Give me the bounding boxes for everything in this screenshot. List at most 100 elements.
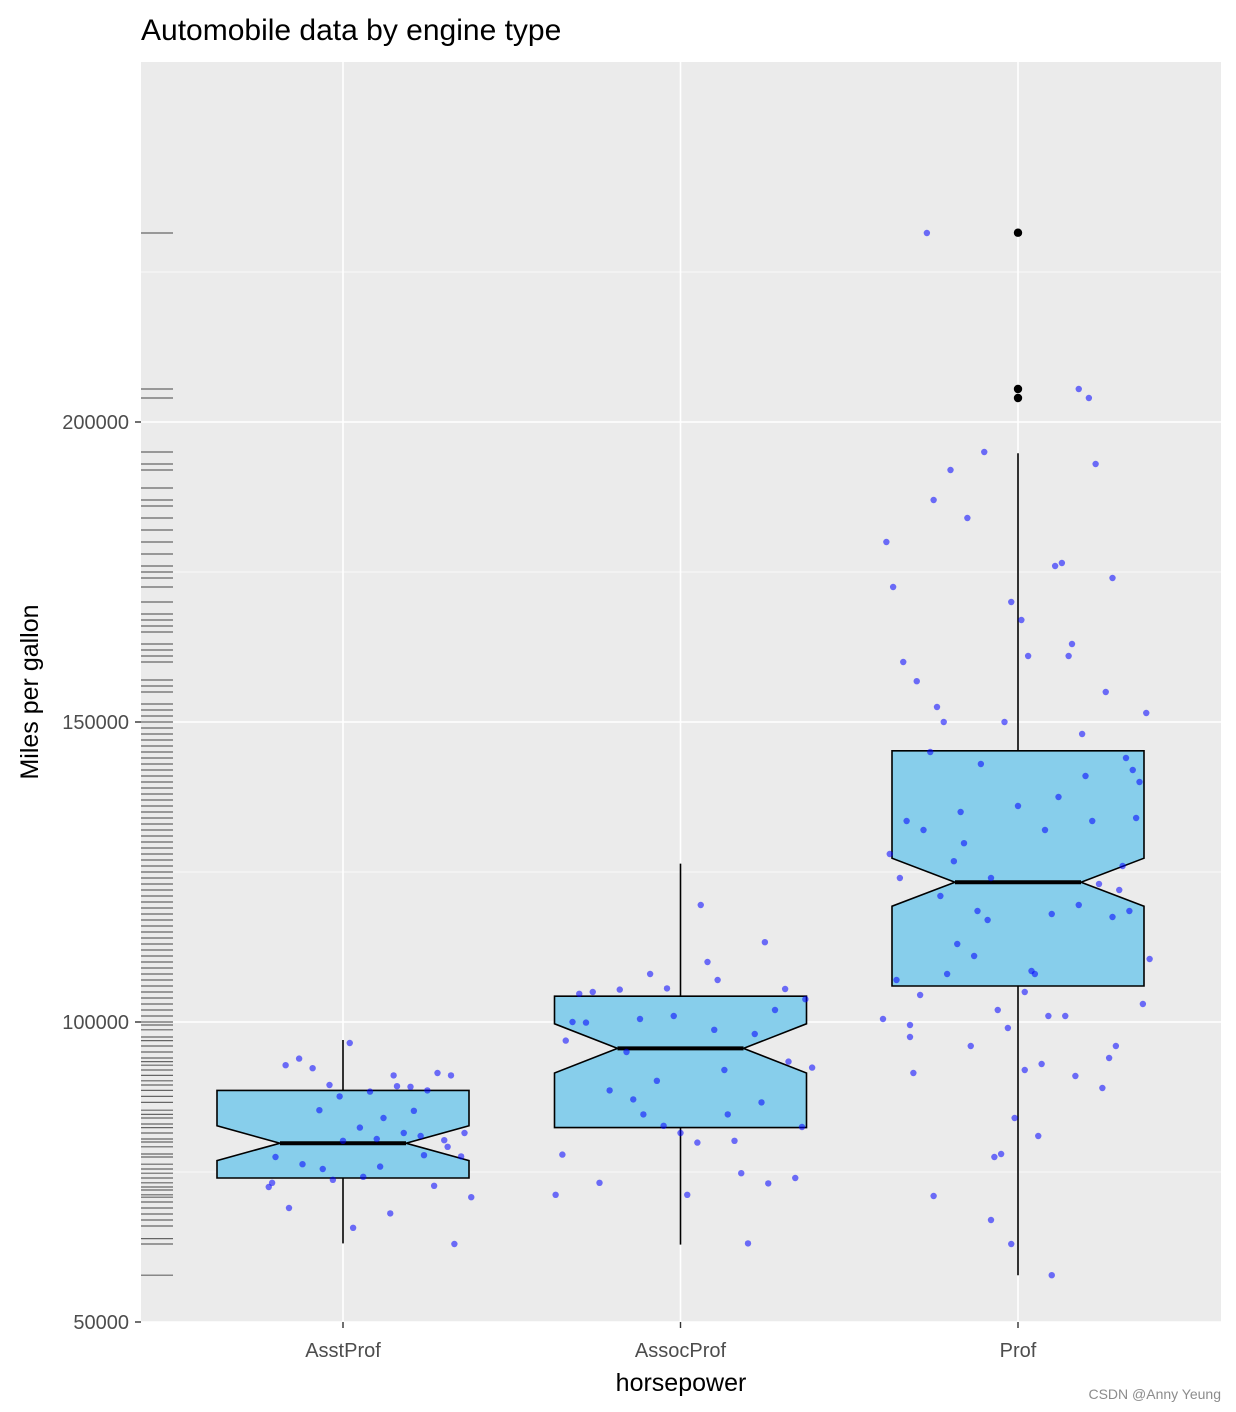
jitter-point <box>896 874 904 882</box>
outlier-points <box>1013 228 1023 403</box>
jitter-point <box>285 1204 293 1212</box>
jitter-point <box>694 1139 701 1146</box>
jitter-point <box>1058 559 1066 567</box>
jitter-point <box>1136 778 1143 786</box>
jitter-point <box>889 583 897 591</box>
jitter-point <box>1072 1072 1079 1080</box>
jitter-point <box>984 916 991 924</box>
jitter-point <box>444 1143 451 1151</box>
jitter-point <box>1008 598 1015 606</box>
outlier-point <box>1013 228 1023 237</box>
x-tick-label: AssocProf <box>635 1340 727 1362</box>
outlier-point <box>1013 384 1023 394</box>
jitter-point <box>1109 913 1116 921</box>
jitter-point <box>576 990 583 997</box>
notched-box <box>891 749 1145 987</box>
jitter-point <box>1028 967 1035 975</box>
jitter-point <box>977 760 985 768</box>
jitter-point <box>704 958 711 966</box>
jitter-point <box>272 1153 279 1161</box>
jitter-point <box>1146 955 1153 963</box>
jitter-point <box>407 1083 414 1091</box>
jitter-point <box>798 1123 806 1131</box>
y-axis-title: Miles per gallon <box>16 604 44 779</box>
jitter-point <box>947 466 954 474</box>
jitter-point <box>1048 1272 1055 1279</box>
jitter-point <box>1119 862 1126 870</box>
jitter-point <box>420 1152 428 1159</box>
jitter-point <box>468 1194 475 1201</box>
y-tick-label: 100000 <box>62 1012 129 1034</box>
axes: 50000 100000 150000 200000 AsstProf AssocProf… <box>62 412 1037 1362</box>
x-axis-title: horsepower <box>616 1369 747 1397</box>
jitter-point <box>589 988 596 996</box>
jitter-point <box>781 985 789 993</box>
jitter-point <box>1062 1012 1069 1020</box>
jitter-point <box>373 1135 380 1143</box>
jitter-point <box>660 1122 667 1130</box>
watermark: CSDN @Anny Yeung <box>1088 1386 1221 1402</box>
jitter-point <box>326 1081 333 1089</box>
y-tick-label: 50000 <box>73 1312 129 1334</box>
jitter-point <box>802 996 809 1003</box>
jitter-point <box>623 1048 630 1056</box>
jitter-point <box>920 826 927 834</box>
jitter-point <box>997 1150 1005 1158</box>
jitter-point <box>1021 988 1028 996</box>
jitter-point <box>309 1065 316 1072</box>
jitter-point <box>684 1191 691 1199</box>
jitter-point <box>1008 1240 1015 1248</box>
jitter-point <box>329 1176 337 1184</box>
jitter-point <box>943 970 951 978</box>
jitter-point <box>1075 385 1082 393</box>
jitter-point <box>1038 1060 1045 1068</box>
jitter-point <box>451 1240 458 1248</box>
jitter-point <box>1143 709 1150 717</box>
jitter-point <box>792 1174 799 1182</box>
jitter-point <box>970 952 978 960</box>
jitter-point <box>366 1088 374 1095</box>
jitter-point <box>731 1137 738 1145</box>
jitter-point <box>356 1124 364 1131</box>
jitter-point <box>393 1083 401 1090</box>
jitter-point <box>893 976 900 984</box>
jitter-point <box>430 1182 438 1190</box>
jitter-point <box>1139 1000 1147 1008</box>
jitter-points <box>265 229 1153 1279</box>
rug-marks <box>141 232 173 1276</box>
jitter-point <box>886 850 893 858</box>
jitter-point <box>1126 907 1133 915</box>
jitter-point <box>1055 793 1062 801</box>
jitter-point <box>900 658 907 666</box>
jitter-point <box>751 1030 758 1038</box>
x-tick-label: AsstProf <box>305 1340 381 1362</box>
jitter-point <box>697 901 704 909</box>
jitter-point <box>1132 814 1140 822</box>
y-tick-label: 150000 <box>62 712 129 734</box>
jitter-point <box>916 991 924 999</box>
jitter-point <box>663 985 671 992</box>
jitter-point <box>410 1107 418 1115</box>
jitter-point <box>616 986 623 993</box>
jitter-point <box>319 1165 326 1173</box>
jitter-point <box>380 1114 387 1122</box>
jitter-point <box>268 1179 276 1187</box>
jitter-point <box>957 808 964 816</box>
jitter-point <box>1102 688 1109 696</box>
jitter-point <box>937 892 944 900</box>
jitter-point <box>903 817 910 825</box>
jitter-point <box>923 229 931 237</box>
jitter-point <box>447 1072 455 1079</box>
jitter-point <box>1078 730 1086 738</box>
jitter-point <box>1122 754 1130 762</box>
jitter-point <box>1035 1132 1042 1140</box>
jitter-point <box>913 678 920 685</box>
jitter-point <box>339 1137 347 1145</box>
jitter-point <box>714 976 721 984</box>
jitter-point <box>960 840 968 847</box>
jitter-point <box>1116 886 1123 894</box>
jitter-point <box>738 1170 745 1177</box>
jitter-point <box>461 1129 468 1137</box>
